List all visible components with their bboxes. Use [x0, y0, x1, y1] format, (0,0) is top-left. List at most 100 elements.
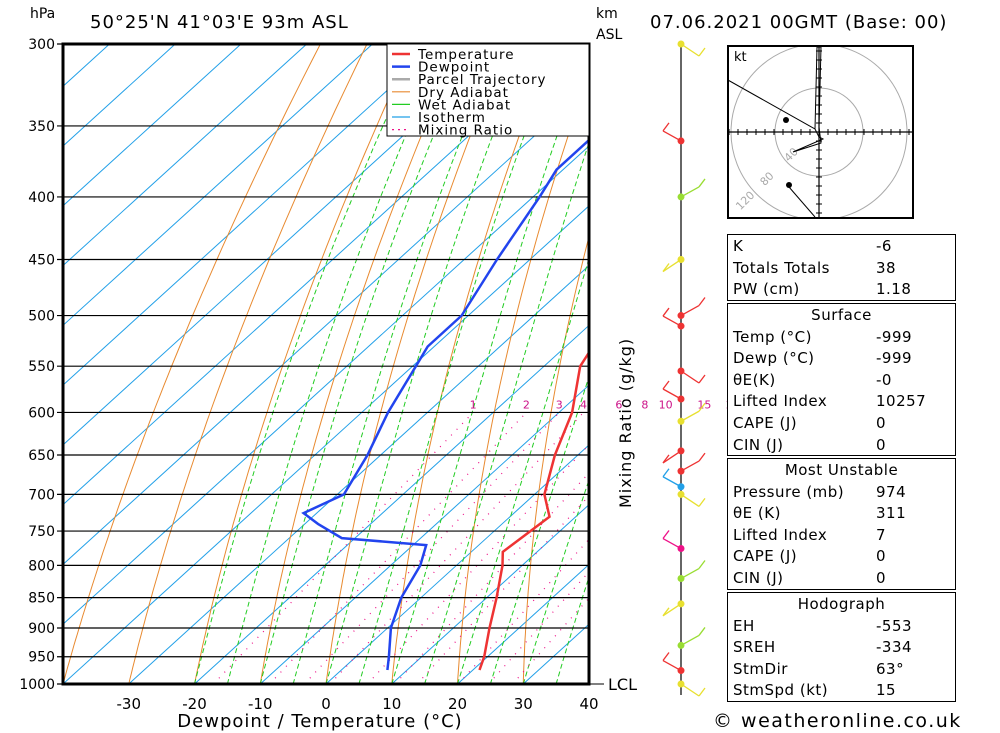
surface-row: CAPE (J) 0 — [728, 412, 955, 434]
isotherm-line — [194, 324, 589, 684]
wind-barb — [680, 567, 700, 580]
index-value: 1.18 — [876, 280, 912, 299]
mixing-ratio-line — [394, 472, 589, 684]
hodograph-stat-value: 15 — [876, 681, 897, 700]
mixing-ratio-label: 2 — [523, 398, 530, 411]
y-tick-label: 700 — [28, 487, 55, 503]
wind-barb-flag — [662, 607, 670, 617]
wind-barb — [680, 493, 700, 507]
index-label: PW (cm) — [733, 280, 800, 299]
surface-value: -999 — [876, 327, 913, 346]
most-unstable-value: 7 — [876, 525, 887, 544]
wind-barb — [662, 315, 682, 327]
km-label: km — [596, 6, 618, 22]
hodograph-stat-row: StmDir 63° — [728, 658, 955, 680]
hodograph-ring-label: 40 — [782, 145, 801, 164]
hodograph-ring-label: 120 — [733, 189, 757, 213]
wind-barbs — [662, 40, 706, 697]
y-tick-label: 900 — [28, 621, 55, 637]
most-unstable-label: CIN (J) — [733, 568, 784, 587]
wind-barb — [680, 186, 700, 198]
dry-adiabat-line — [588, 627, 589, 684]
y-tick-label: 300 — [28, 37, 55, 53]
hodograph-stat-label: StmSpd (kt) — [733, 681, 829, 700]
hodograph-stat-row: EH -553 — [728, 615, 955, 637]
surface-row: Temp (°C) -999 — [728, 326, 955, 348]
most-unstable-row: Lifted Index 7 — [728, 524, 955, 546]
index-row: PW (cm) 1.18 — [728, 278, 955, 300]
dry-adiabat-line — [259, 44, 461, 684]
hodograph-point — [783, 117, 789, 123]
x-tick-label: -10 — [248, 695, 273, 713]
surface-value: 10257 — [876, 392, 927, 411]
isotherm-line — [63, 85, 589, 566]
wet-adiabat-line — [226, 44, 447, 684]
wind-barb — [680, 634, 700, 646]
wet-adiabat-line — [259, 44, 473, 684]
most-unstable-row: CAPE (J) 0 — [728, 545, 955, 567]
surface-label: CAPE (J) — [733, 413, 798, 432]
isotherm-line — [259, 384, 589, 684]
hodograph-stat-row: SREH -334 — [728, 636, 955, 658]
wet-adiabat-line — [194, 44, 421, 684]
legend-label: Parcel Trajectory — [418, 72, 547, 88]
wind-barb — [680, 683, 700, 697]
y-tick-label: 500 — [28, 309, 55, 325]
y-tick-label: 950 — [28, 650, 55, 666]
index-label: K — [733, 237, 744, 255]
wind-barb — [662, 603, 682, 617]
wet-adiabat-line — [489, 374, 589, 684]
y-tick-label: 600 — [28, 405, 55, 421]
most-unstable-panel: Most Unstable Pressure (mb) 974 θE (K) 311 L… — [727, 458, 956, 590]
wind-barb-flag — [698, 627, 706, 636]
wind-barb-flag — [698, 178, 706, 188]
most-unstable-value: 0 — [876, 547, 887, 566]
surface-row: Lifted Index 10257 — [728, 390, 955, 412]
most-unstable-value: 974 — [876, 482, 907, 501]
surface-value: 0 — [876, 413, 887, 432]
datetime-title: 07.06.2021 00GMT (Base: 00) — [650, 12, 948, 33]
hodograph-stat-label: EH — [733, 616, 755, 635]
mixing-ratio-label: 6 — [615, 398, 622, 411]
legend-label: Temperature — [417, 47, 515, 63]
hodograph-stat-value: -334 — [876, 638, 913, 657]
wind-barb — [680, 304, 700, 317]
wet-adiabat-line — [292, 44, 501, 684]
surface-value: -0 — [876, 370, 892, 389]
most-unstable-label: θE (K) — [733, 504, 781, 523]
wind-barb — [662, 659, 682, 672]
mixing-ratio-line — [269, 412, 527, 684]
dewpoint-profile — [301, 138, 589, 671]
wind-barb-flag — [662, 468, 670, 478]
isotherm-line — [63, 44, 439, 386]
y-tick-label: 350 — [28, 119, 55, 135]
wind-barb — [662, 537, 682, 550]
profiles — [301, 138, 589, 671]
surface-label: Dewp (°C) — [733, 349, 815, 368]
most-unstable-label: Lifted Index — [733, 525, 828, 544]
most-unstable-row: CIN (J) 0 — [728, 567, 955, 589]
wind-barb-flag — [662, 380, 670, 390]
wind-barb — [662, 450, 682, 464]
wind-barb-flag — [662, 652, 670, 661]
x-tick-labels: -30 -20 -10 0 10 20 30 40 — [117, 695, 599, 713]
x-tick-label: 10 — [382, 695, 401, 713]
isotherm-line — [325, 444, 589, 684]
x-tick-label: 0 — [321, 695, 331, 713]
mixing-ratio-label: 4 — [580, 398, 587, 411]
hodograph-stat-label: StmDir — [733, 659, 788, 678]
wind-barb — [680, 370, 700, 384]
wet-adiabat-line — [358, 44, 560, 684]
most-unstable-label: CAPE (J) — [733, 547, 798, 566]
hodograph-stats-title: Hodograph — [797, 595, 886, 613]
most-unstable-row: Pressure (mb) 974 — [728, 481, 955, 503]
most-unstable-row: θE (K) 311 — [728, 502, 955, 524]
x-tick-label: -20 — [182, 695, 207, 713]
hodograph-unit: kt — [734, 50, 747, 65]
most-unstable-value: 0 — [876, 568, 887, 587]
wind-barb-flag — [662, 122, 670, 132]
wind-barb-flag — [662, 263, 670, 272]
legend-label: Mixing Ratio — [418, 123, 513, 139]
